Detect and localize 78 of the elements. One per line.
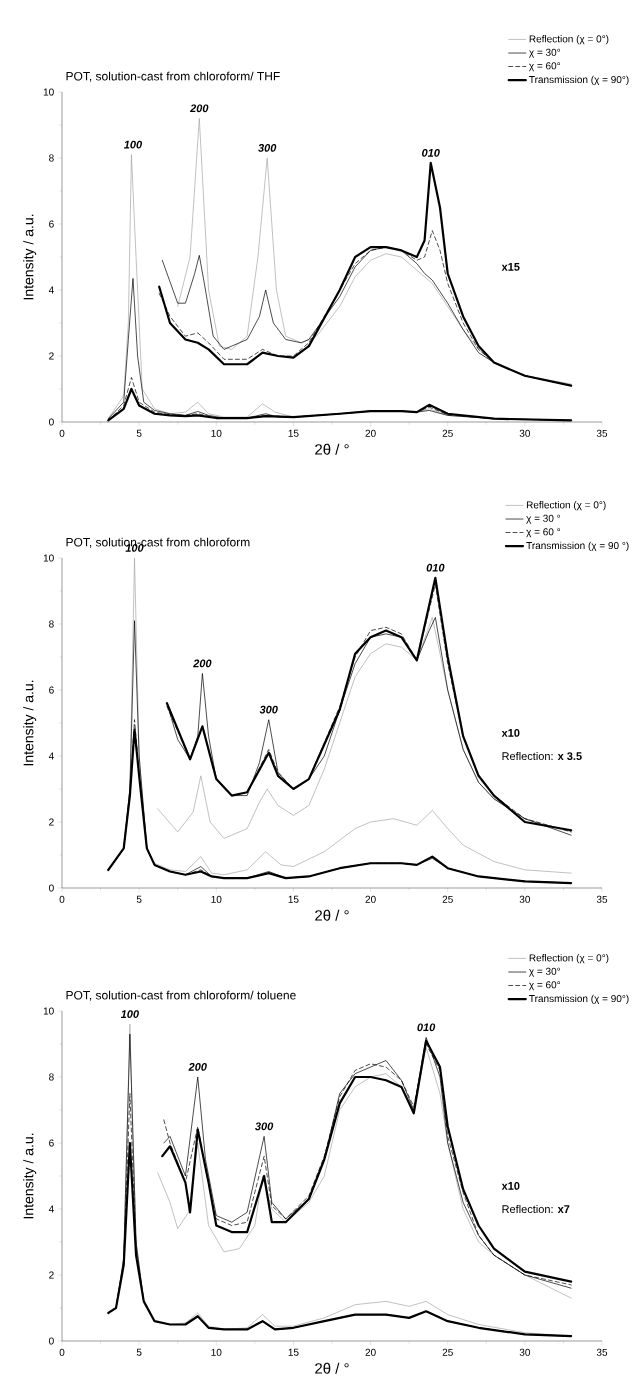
- y-tick-label: 4: [48, 1205, 54, 1213]
- x-tick-label: 15: [288, 429, 299, 437]
- y-tick-label: 4: [48, 286, 54, 294]
- x-tick-label: 15: [288, 1348, 299, 1356]
- legend-label: χ = 60°: [529, 62, 561, 72]
- annotation: 300: [255, 1122, 274, 1131]
- y-tick-label: 10: [43, 554, 54, 562]
- x-tick-label: 30: [519, 429, 531, 437]
- legend-label: χ = 30°: [529, 967, 561, 977]
- annotation: 200: [188, 1063, 207, 1071]
- y-tick-label: 2: [49, 352, 54, 360]
- x-tick-label: 35: [596, 1348, 608, 1356]
- annotation: x10: [501, 729, 520, 737]
- y-tick-label: 8: [49, 1073, 54, 1081]
- x-tick-label: 30: [519, 895, 531, 903]
- x-tick-label: 5: [136, 895, 142, 903]
- annotation: Reflection: x 3.5: [502, 751, 582, 761]
- legend-label: Transmission (χ = 90°): [529, 994, 629, 1005]
- annotation: 100: [123, 140, 143, 149]
- y-axis-title: Intensity / a.u.: [23, 680, 37, 766]
- annotation: 010: [417, 1023, 436, 1032]
- legend-label: Transmission (χ = 90°): [529, 75, 629, 86]
- annotation: 300: [258, 144, 277, 152]
- y-tick-label: 4: [48, 752, 54, 760]
- legend-label: Reflection (χ = 0°): [529, 35, 609, 45]
- y-tick-label: 10: [43, 88, 54, 96]
- x-axis-title: 2θ / °: [315, 1362, 349, 1374]
- x-axis-title: 2θ / °: [315, 443, 349, 455]
- y-tick-label: 6: [49, 1139, 54, 1147]
- legend-label: Reflection (χ = 0°): [529, 954, 609, 964]
- legend-label: Reflection (χ = 0°): [526, 501, 606, 511]
- legend-label: Transmission (χ = 90 °): [526, 541, 629, 552]
- legend-label: χ = 60°: [529, 981, 561, 991]
- y-axis-title: Intensity / a.u.: [23, 1133, 37, 1219]
- x-tick-label: 25: [442, 895, 453, 903]
- x-tick-label: 10: [211, 895, 222, 903]
- annotation: 200: [193, 659, 212, 668]
- x-axis-title: 2θ / °: [315, 909, 349, 921]
- y-tick-label: 0: [49, 884, 54, 892]
- x-tick-label: 10: [211, 1348, 222, 1356]
- annotation: 100: [120, 1010, 139, 1018]
- annotation: x15: [501, 263, 520, 271]
- x-tick-label: 30: [519, 1348, 531, 1356]
- y-tick-label: 6: [49, 220, 54, 228]
- chart-title: POT, solution-cast from chloroform/ THF: [66, 71, 280, 82]
- annotation: Reflection: x7: [502, 1204, 570, 1214]
- legend-label: χ = 60 °: [526, 528, 561, 538]
- legend-label: χ = 30°: [529, 48, 561, 58]
- x-tick-label: 20: [365, 895, 376, 903]
- x-tick-label: 25: [442, 1348, 453, 1356]
- x-tick-label: 35: [596, 895, 608, 903]
- x-tick-label: 0: [59, 1348, 65, 1356]
- annotation: 300: [259, 705, 278, 714]
- x-tick-label: 0: [59, 429, 65, 437]
- annotation: 010: [426, 563, 445, 572]
- x-tick-label: 5: [136, 429, 142, 437]
- y-tick-label: 10: [43, 1007, 54, 1015]
- annotation: 200: [189, 104, 209, 113]
- x-tick-label: 20: [365, 429, 376, 437]
- x-tick-label: 15: [288, 895, 299, 903]
- chart-title: POT, solution-cast from chloroform/ toluene: [66, 990, 296, 1001]
- y-tick-label: 6: [49, 686, 54, 694]
- y-tick-label: 8: [49, 154, 54, 162]
- y-tick-label: 2: [49, 818, 54, 826]
- y-tick-label: 0: [49, 1337, 54, 1345]
- y-axis-title: Intensity / a.u.: [23, 214, 37, 300]
- x-tick-label: 25: [442, 429, 453, 437]
- y-tick-label: 0: [49, 418, 54, 426]
- annotation: 010: [422, 148, 440, 157]
- x-tick-label: 20: [365, 1348, 376, 1356]
- legend-label: χ = 30 °: [526, 514, 561, 524]
- x-tick-label: 10: [211, 429, 222, 437]
- y-tick-label: 8: [49, 620, 54, 628]
- x-tick-label: 0: [59, 895, 65, 903]
- y-tick-label: 2: [49, 1271, 54, 1279]
- annotation: x10: [501, 1182, 520, 1190]
- x-tick-label: 35: [596, 429, 608, 437]
- x-tick-label: 5: [136, 1348, 142, 1356]
